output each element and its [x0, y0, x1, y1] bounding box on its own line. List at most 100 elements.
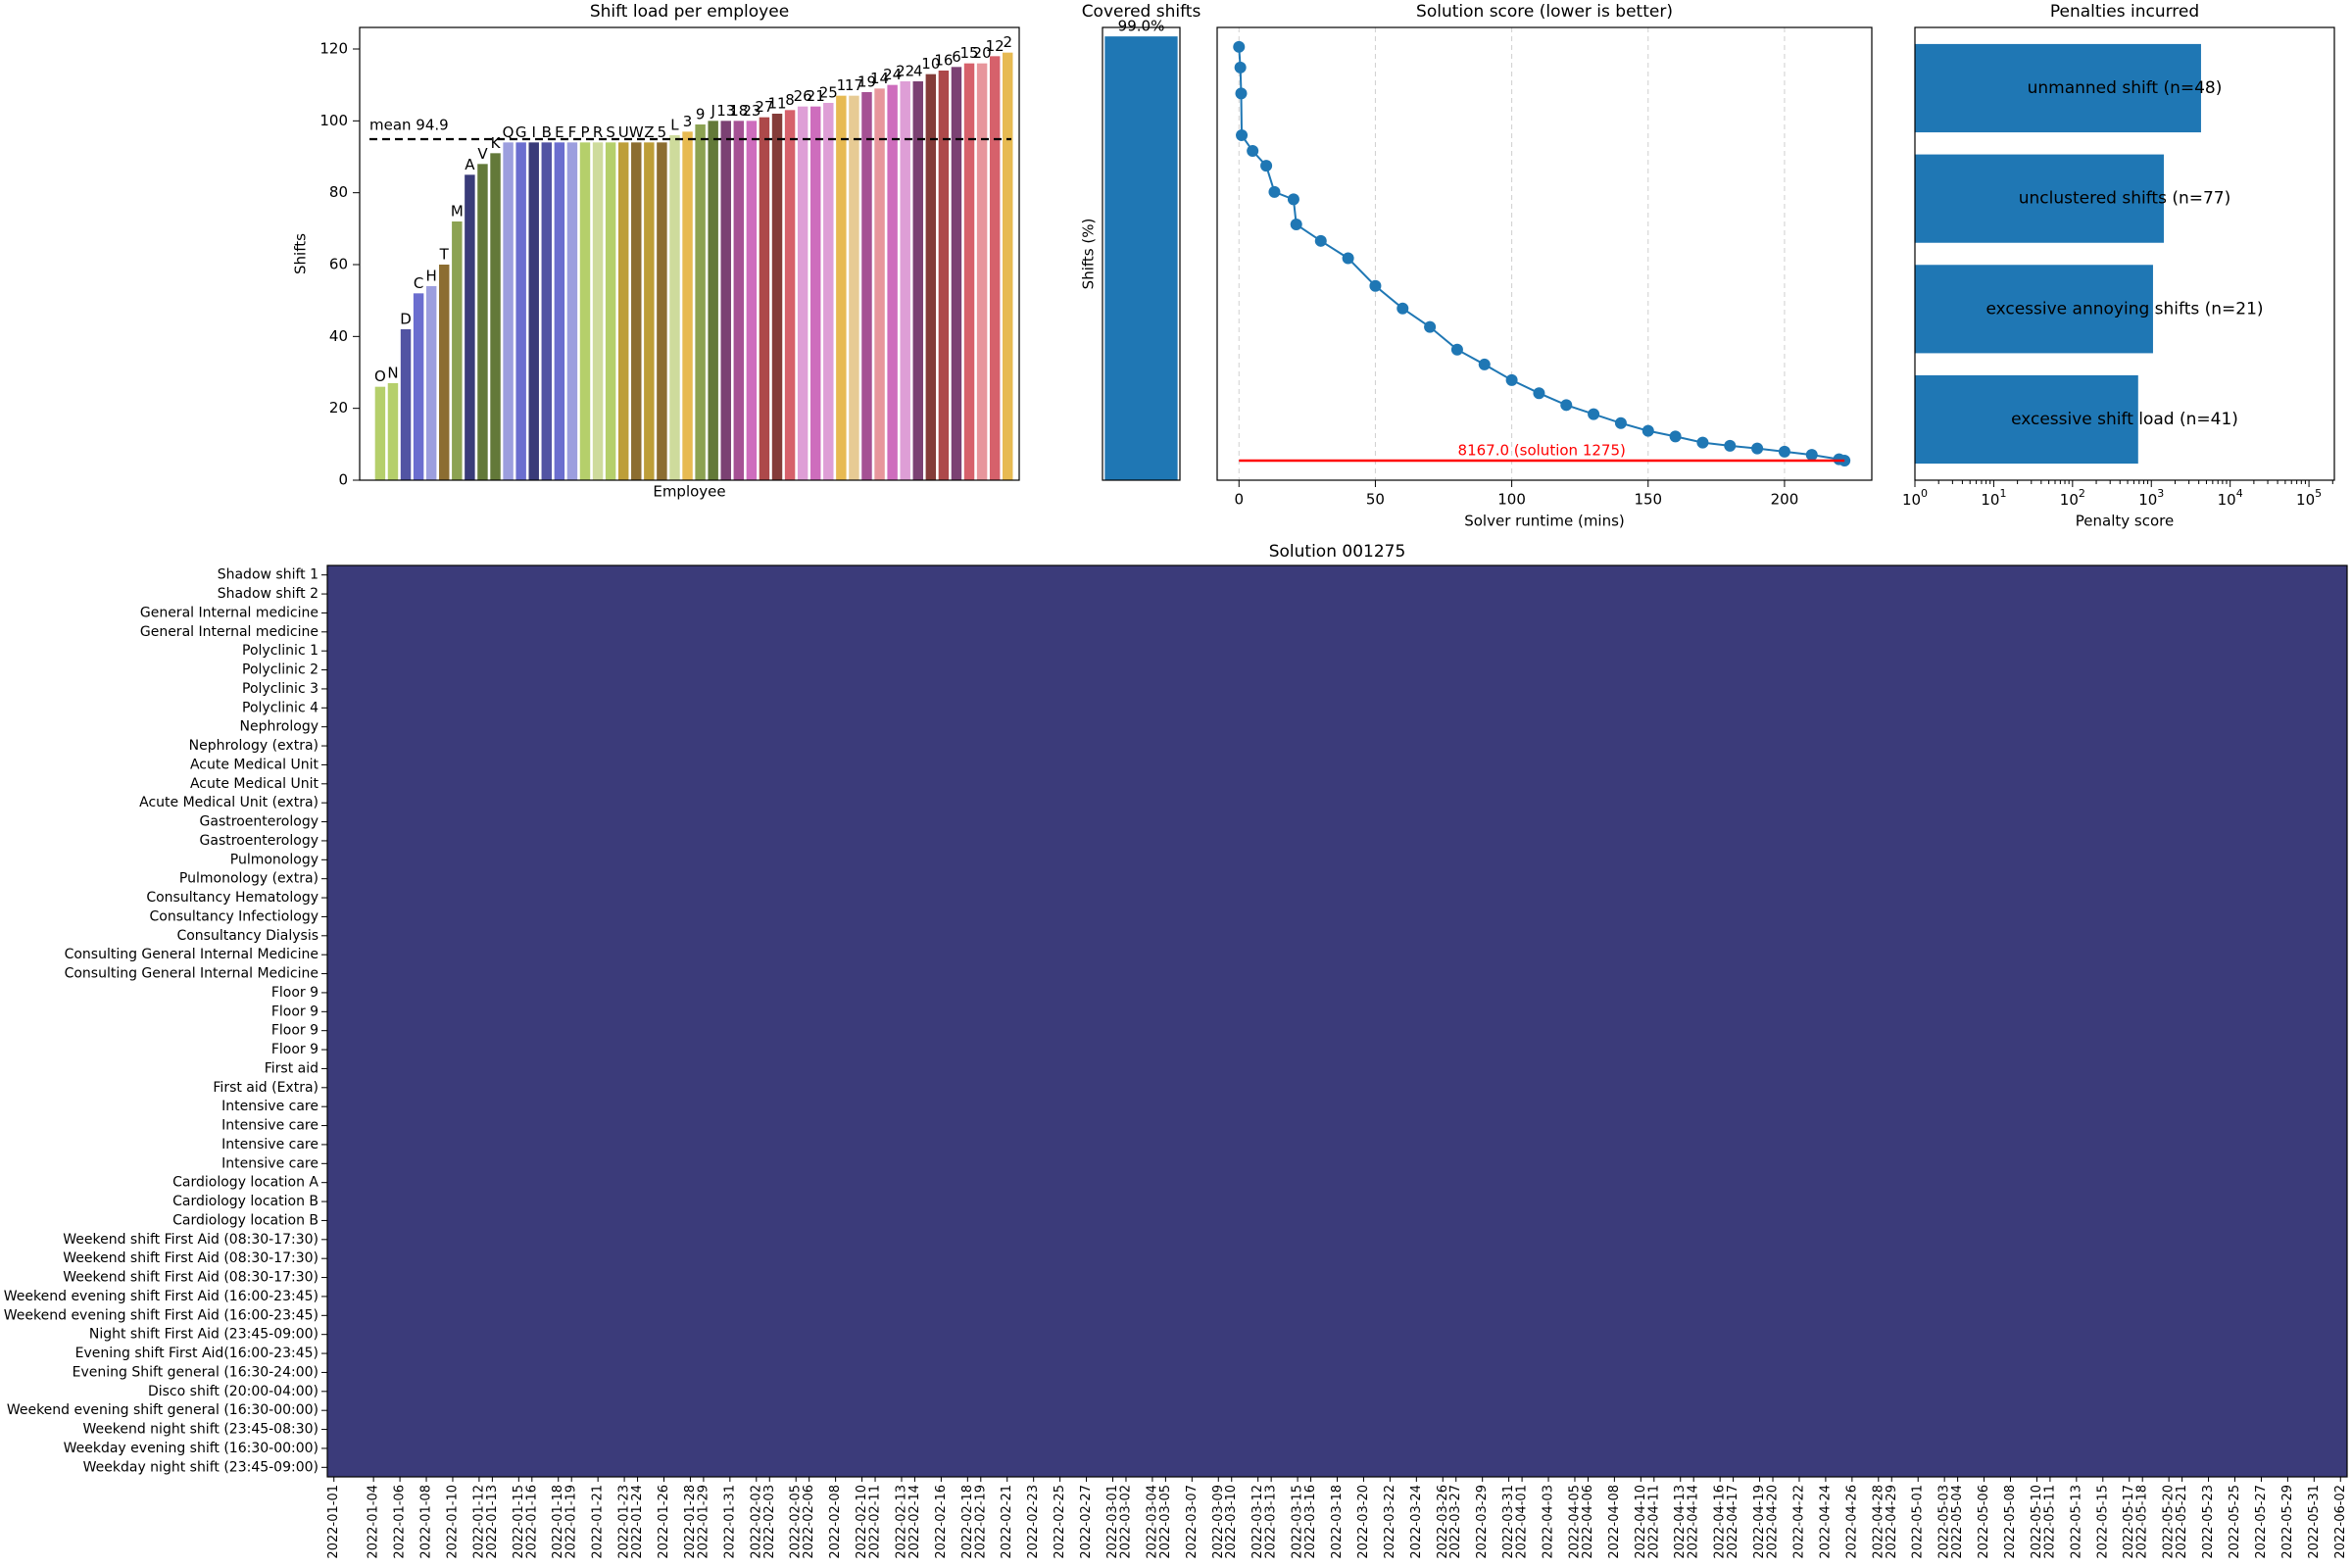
bar	[579, 142, 591, 481]
bar-label: C	[414, 274, 423, 292]
best-score-label: 8167.0 (solution 1275)	[1458, 441, 1626, 459]
row-label: Polyclinic 3	[242, 681, 318, 697]
bar-label: V	[477, 145, 488, 163]
date-label: 2022-03-04	[1145, 1485, 1159, 1559]
date-label: 2022-02-14	[907, 1485, 922, 1559]
score-point	[1560, 399, 1573, 412]
date-label: 2022-05-17	[2122, 1485, 2136, 1559]
bar	[925, 74, 937, 481]
bar-label: 9	[696, 106, 706, 123]
row-label: Consulting General Internal Medicine	[65, 966, 318, 982]
date-label: 2022-03-16	[1303, 1485, 1318, 1559]
date-label: 2022-04-28	[1871, 1485, 1886, 1559]
bar	[605, 142, 616, 481]
row-label: Consultancy Infectiology	[150, 908, 318, 924]
bar	[400, 329, 412, 480]
date-label: 2022-01-15	[512, 1485, 526, 1559]
bar	[963, 63, 975, 481]
row-label: Floor 9	[271, 1023, 318, 1039]
row-label: Intensive care	[221, 1137, 318, 1152]
date-label: 2022-01-04	[367, 1485, 381, 1559]
chart-title: Shift load per employee	[590, 2, 789, 22]
date-label: 2022-02-10	[855, 1485, 869, 1559]
bar-label: F	[568, 123, 577, 141]
bar-label: 10	[921, 55, 940, 73]
score-point	[1268, 185, 1281, 198]
bar-label: I	[532, 123, 536, 141]
date-label: 2022-01-19	[564, 1485, 579, 1559]
axes-frame	[326, 564, 2348, 1478]
date-label: 2022-04-05	[1567, 1485, 1582, 1559]
score-point	[1533, 387, 1545, 400]
bar-label: P	[580, 123, 589, 141]
row-label: Nephrology	[240, 719, 319, 735]
date-label: 2022-05-27	[2254, 1485, 2269, 1559]
score-point	[1287, 193, 1299, 206]
row-label: Consulting General Internal Medicine	[65, 947, 318, 962]
row-label: Pulmonology	[230, 852, 318, 867]
y-axis-label: Shifts (%)	[1080, 219, 1098, 290]
bar-label: Q	[503, 123, 514, 141]
bar-label: 12	[986, 37, 1004, 55]
date-label: 2022-01-24	[630, 1485, 645, 1559]
score-point	[1642, 424, 1654, 437]
bar	[503, 142, 514, 481]
row-label: First aid	[265, 1060, 318, 1076]
x-tick-label: 105	[2296, 487, 2322, 509]
bar	[912, 81, 923, 480]
date-label: 2022-05-08	[2003, 1485, 2018, 1559]
bar-label: J	[710, 102, 714, 120]
date-label: 2022-01-13	[485, 1485, 500, 1559]
score-point	[1260, 160, 1273, 172]
bar	[644, 142, 655, 481]
x-tick-label: 103	[2138, 487, 2164, 509]
bar-label: S	[606, 123, 615, 141]
date-label: 2022-04-16	[1713, 1485, 1728, 1559]
bar-label: R	[593, 123, 603, 141]
bar-label: M	[451, 203, 464, 220]
bar-label: 3	[683, 113, 693, 130]
date-label: 2022-02-19	[973, 1485, 988, 1559]
bar-label: W	[629, 123, 644, 141]
row-label: Intensive care	[221, 1155, 318, 1171]
row-label: Acute Medical Unit	[190, 757, 319, 772]
bar-label: 8	[785, 91, 795, 109]
bar	[861, 92, 872, 480]
score-line	[1238, 46, 1845, 462]
bar-label: T	[439, 246, 450, 264]
date-label: 2022-04-17	[1726, 1485, 1740, 1559]
x-tick-base: 10	[2138, 491, 2157, 509]
date-label: 2022-03-07	[1185, 1485, 1200, 1559]
y-tick-label: 0	[338, 471, 348, 489]
date-label: 2022-05-21	[2175, 1485, 2189, 1559]
y-tick-label: 60	[329, 256, 348, 273]
bar	[989, 56, 1001, 480]
bar-label: 23	[742, 102, 760, 120]
date-label: 2022-03-31	[1501, 1485, 1516, 1559]
date-label: 2022-03-29	[1475, 1485, 1490, 1559]
bar-label: 27	[755, 98, 773, 116]
bar	[515, 142, 526, 481]
x-tick-label: 104	[2218, 487, 2243, 509]
bar	[900, 81, 910, 480]
row-label: Consultancy Hematology	[146, 890, 318, 906]
bar	[490, 153, 501, 481]
date-label: 2022-03-26	[1436, 1485, 1450, 1559]
date-label: 2022-01-21	[591, 1485, 606, 1559]
bar-label: 21	[807, 87, 825, 105]
date-label: 2022-03-18	[1330, 1485, 1345, 1559]
bar	[1104, 36, 1178, 481]
x-tick-base: 10	[2060, 491, 2079, 509]
bar-label: 14	[870, 70, 889, 87]
date-label: 2022-02-05	[789, 1485, 804, 1559]
bar	[477, 164, 488, 481]
score-point	[1290, 219, 1302, 231]
row-label: Shadow shift 1	[218, 567, 318, 583]
bar	[669, 135, 680, 480]
date-label: 2022-01-10	[445, 1485, 460, 1559]
date-label: 2022-03-13	[1264, 1485, 1279, 1559]
bar-label: 17	[845, 76, 863, 94]
bar-label: 13	[716, 102, 735, 120]
x-tick-base: 10	[1981, 491, 1999, 509]
date-label: 2022-01-12	[471, 1485, 486, 1559]
